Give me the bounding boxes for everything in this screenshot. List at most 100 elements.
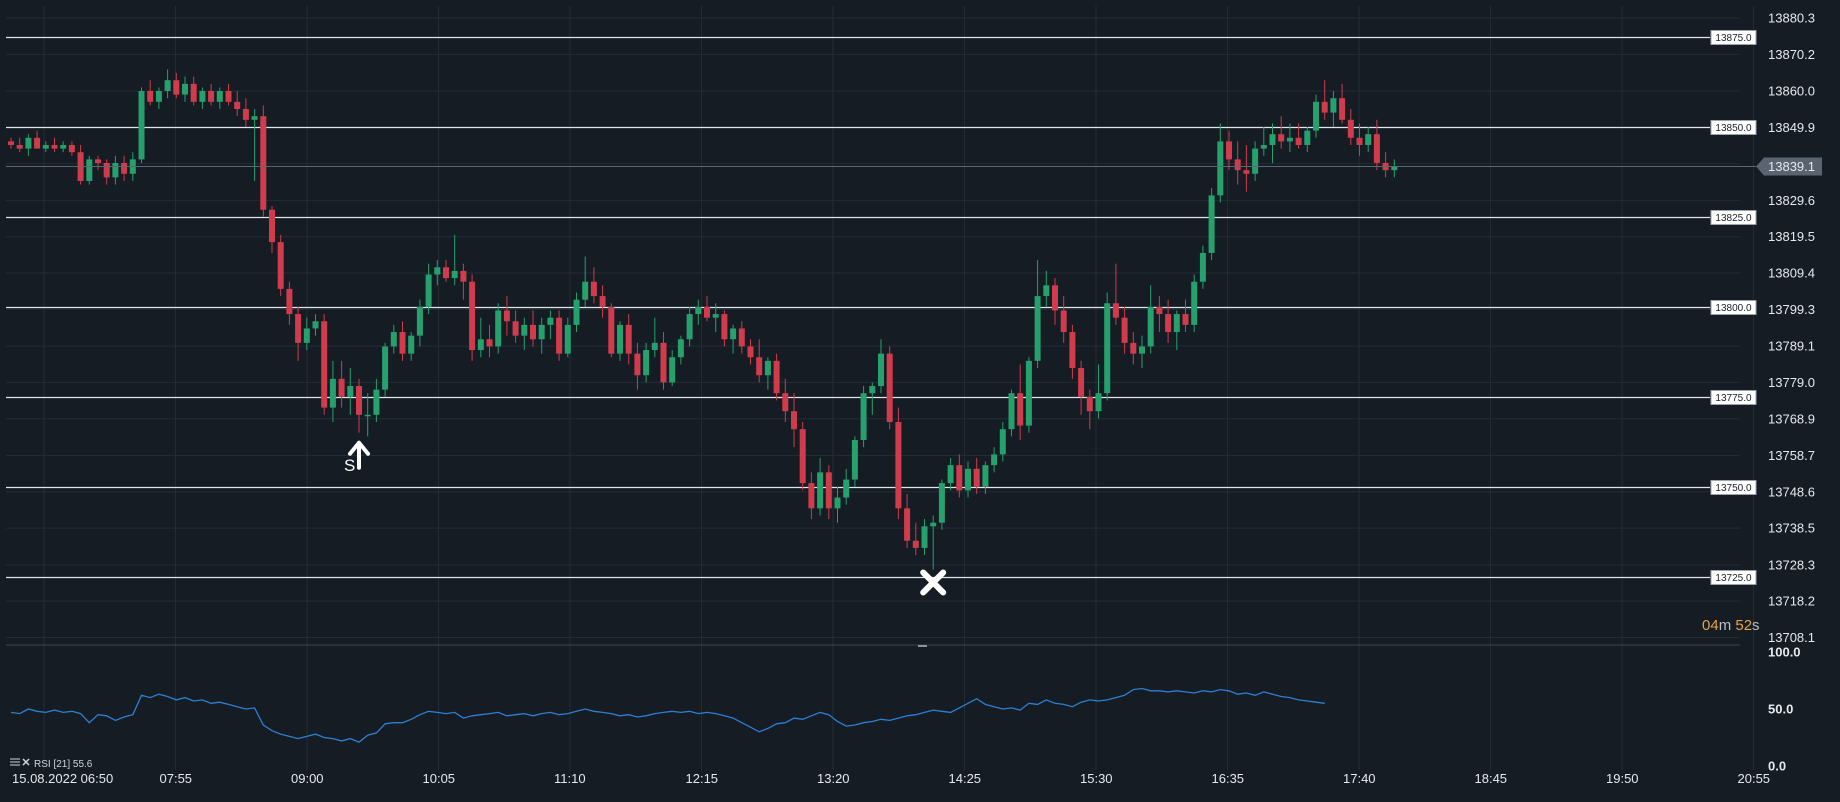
candle-body: [1286, 137, 1293, 142]
candle: [530, 310, 536, 347]
candle: [573, 292, 580, 333]
candle-body: [329, 378, 336, 408]
candle: [904, 493, 911, 548]
horizontal-levels[interactable]: 13875.0 13850.0 13825.0 13800.0 13775.0 13750…: [6, 30, 1757, 585]
candle: [1069, 324, 1076, 379]
level-tag-label: 13725.0: [1715, 573, 1752, 584]
candle-body: [1199, 252, 1206, 282]
level-tag[interactable]: [1710, 390, 1757, 405]
candle: [764, 357, 771, 390]
rsi-legend[interactable]: RSI [21] 55.6: [10, 758, 93, 770]
candle: [695, 299, 702, 325]
candle-body: [686, 314, 693, 340]
candle-body: [451, 270, 458, 279]
candle-body: [303, 328, 310, 343]
candle-body: [425, 274, 432, 307]
candle: [1182, 299, 1189, 333]
level-tag[interactable]: [1710, 30, 1757, 45]
time-tick-label: 09:00: [291, 771, 324, 786]
candle: [869, 382, 876, 415]
candle: [1252, 141, 1259, 181]
grid-layer: [6, 6, 1754, 770]
candle-body: [1017, 393, 1024, 426]
candle: [1226, 130, 1232, 171]
level-tag[interactable]: [1710, 120, 1757, 135]
rsi-tick-label: 0.0: [1768, 759, 1786, 774]
candle-body: [295, 314, 302, 343]
candle-body: [373, 389, 380, 415]
candle: [399, 321, 406, 361]
candle-body: [1095, 393, 1102, 412]
candle: [1052, 278, 1058, 325]
candle-body: [947, 465, 954, 484]
candle-body: [486, 339, 493, 347]
candle-body: [817, 472, 824, 509]
level-tag[interactable]: [1710, 210, 1757, 225]
candle: [1043, 270, 1050, 307]
settings-icon[interactable]: [10, 758, 20, 766]
candle-body: [860, 393, 867, 440]
price-tick-label: 13708.1: [1768, 630, 1815, 645]
time-axis[interactable]: 15.08.2022 06:50 07:55 09:00 10:05 11:10 12:1…: [12, 771, 1770, 786]
candle: [277, 234, 284, 297]
candle: [521, 317, 528, 351]
candle: [1173, 310, 1180, 351]
level-tag[interactable]: [1710, 570, 1757, 585]
current-price-tag: 13839.1: [6, 157, 1822, 176]
candle: [999, 421, 1006, 462]
candle: [965, 461, 971, 498]
level-tag-label: 13800.0: [1715, 303, 1752, 314]
candle: [617, 321, 623, 361]
candle: [912, 522, 919, 556]
candle: [51, 137, 58, 153]
price-tick-label: 13738.5: [1768, 521, 1815, 536]
candle: [851, 436, 858, 487]
candle: [1191, 274, 1198, 333]
level-tag-label: 13875.0: [1715, 33, 1752, 44]
candle-body: [738, 328, 745, 347]
candle: [895, 407, 902, 520]
time-tick-label: 15.08.2022 06:50: [12, 771, 113, 786]
candle: [756, 339, 763, 383]
candle: [121, 155, 128, 181]
candle: [886, 346, 893, 430]
candle: [103, 159, 110, 185]
candle-body: [538, 324, 545, 340]
candle-body: [1321, 101, 1328, 113]
candle-body: [590, 281, 597, 297]
candle: [843, 468, 850, 505]
candle: [669, 350, 676, 387]
close-icon[interactable]: [22, 758, 30, 766]
candle-body: [469, 281, 476, 351]
rsi-tick-label: 100.0: [1768, 645, 1801, 660]
candle: [677, 335, 684, 365]
candle: [295, 306, 302, 361]
candle: [164, 69, 171, 99]
candle: [538, 317, 545, 354]
candle-body: [599, 296, 606, 307]
candle-body: [199, 91, 206, 102]
candle: [469, 274, 476, 361]
level-tag[interactable]: [1710, 480, 1757, 495]
rsi-panel: 100.0 50.0 0.0 RSI [21] 55.6: [10, 645, 1801, 774]
candle-body: [42, 144, 49, 149]
candle: [1086, 389, 1093, 430]
candle: [112, 155, 119, 185]
candle: [382, 342, 389, 397]
candle: [234, 91, 241, 117]
candle-body: [634, 353, 641, 376]
candle-body: [869, 386, 876, 394]
price-tick-label: 13779.0: [1768, 375, 1815, 390]
candle-body: [86, 159, 93, 181]
panel-resize-handle[interactable]: [918, 645, 927, 647]
time-tick-label: 10:05: [423, 771, 456, 786]
candle-body: [564, 324, 571, 354]
price-tick-label: 13880.3: [1768, 11, 1815, 26]
candle-body: [121, 162, 128, 174]
candle: [434, 260, 441, 286]
level-tag[interactable]: [1710, 300, 1757, 315]
candle-body: [921, 526, 928, 548]
candle-body: [1060, 310, 1067, 333]
candle-body: [643, 350, 650, 376]
